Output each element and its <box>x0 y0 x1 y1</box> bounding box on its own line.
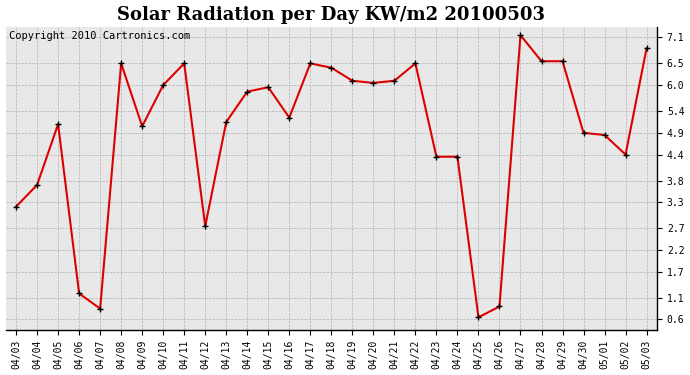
Title: Solar Radiation per Day KW/m2 20100503: Solar Radiation per Day KW/m2 20100503 <box>117 6 545 24</box>
Text: Copyright 2010 Cartronics.com: Copyright 2010 Cartronics.com <box>9 31 190 41</box>
